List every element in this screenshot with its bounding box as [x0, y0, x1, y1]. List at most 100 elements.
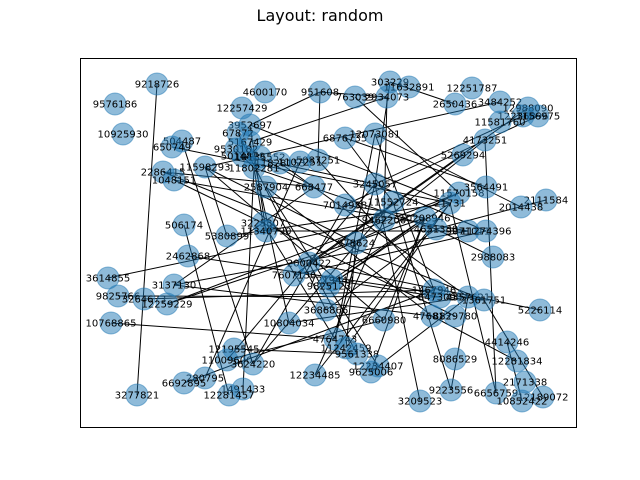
- node-label: 1107251: [278, 158, 323, 169]
- node-label: 12281834: [492, 357, 543, 368]
- node-label: 8473090: [418, 293, 463, 304]
- node-label: 3952697: [228, 121, 273, 132]
- graph-node: 11828153: [255, 151, 305, 175]
- graph-node: 12073081: [350, 122, 401, 146]
- node-label: 1048151: [152, 176, 197, 187]
- node-circle: [443, 92, 467, 116]
- edge: [331, 217, 426, 281]
- node-label: 11570158: [434, 189, 485, 200]
- graph-node: 6656759: [474, 381, 518, 405]
- edge: [249, 91, 321, 126]
- edge: [374, 133, 522, 208]
- graph-node: 10925930: [98, 122, 149, 146]
- node-label: 4414246: [485, 338, 530, 349]
- node-label: 506174: [165, 221, 203, 232]
- node-label: 5226114: [518, 306, 563, 317]
- graph-node: 3277821: [115, 383, 159, 407]
- node-label: 2988083: [471, 253, 516, 264]
- node-label: 9071011: [446, 227, 491, 238]
- node-circle: [303, 363, 327, 387]
- graph-node: 506174: [165, 213, 203, 237]
- edge: [314, 219, 385, 376]
- node-label: 4651330: [414, 225, 459, 236]
- node-label: 12251787: [447, 84, 498, 95]
- node-circle: [397, 75, 421, 99]
- node-label: 763039: [336, 93, 374, 104]
- graph-node: 9462200: [362, 208, 406, 232]
- graph-node: 12251787: [447, 76, 498, 100]
- graph-node: 12259229: [142, 292, 192, 316]
- graph-node: 9223556: [429, 378, 474, 402]
- node-label: 7607136: [272, 271, 317, 282]
- node-circle: [345, 342, 369, 366]
- edge: [431, 315, 518, 362]
- node-label: 12234485: [290, 371, 341, 382]
- node-label: 4357621: [446, 293, 491, 304]
- node-circle: [160, 135, 184, 159]
- graph-node: 9825123: [307, 274, 351, 298]
- graph-node: 7014958: [323, 193, 367, 217]
- node-circle: [155, 292, 179, 316]
- graph-node: 5226114: [518, 298, 563, 322]
- node-label: 10208946: [400, 214, 451, 225]
- graph-node: 3564491: [464, 175, 508, 199]
- graph-node: 476813: [413, 304, 451, 328]
- node-label: 11274396: [461, 227, 512, 238]
- node-label: 10804034: [264, 319, 315, 330]
- node-circle: [509, 195, 533, 219]
- node-circle: [308, 80, 332, 104]
- graph-node: 3245057: [353, 172, 398, 196]
- edge: [374, 133, 435, 291]
- node-circle: [372, 208, 396, 232]
- edge: [166, 217, 426, 305]
- graph-node: 650749: [153, 135, 191, 159]
- node-label: 11802281: [229, 164, 280, 175]
- node-circle: [288, 150, 312, 174]
- graph-node: 10804034: [264, 311, 315, 335]
- node-label: 2014438: [499, 203, 544, 214]
- node-label: 5380899: [205, 232, 250, 243]
- graph-node: 9561338: [335, 342, 379, 366]
- node-label: 3484252: [478, 98, 523, 109]
- node-label: 12073081: [350, 130, 401, 141]
- graph-node: 5380899: [205, 224, 250, 248]
- node-label: 668477: [295, 183, 333, 194]
- graph-node: 11581760: [475, 110, 525, 134]
- node-label: 2587904: [244, 183, 289, 194]
- graph-node: 1156975: [516, 104, 560, 128]
- graph-node: 12281457: [204, 383, 254, 407]
- graph-node: 21731: [434, 191, 466, 215]
- node-circle: [344, 231, 368, 255]
- node-label: 6876735: [323, 134, 368, 145]
- graph-node: 5269294: [441, 143, 485, 167]
- node-label: 12257429: [217, 104, 268, 115]
- graph-node: 9825766: [96, 284, 140, 308]
- node-circle: [254, 175, 278, 199]
- node-circle: [460, 76, 484, 100]
- node-circle: [111, 122, 135, 146]
- node-label: 11552724: [368, 198, 419, 209]
- node-label: 2934073: [365, 93, 410, 104]
- graph-node: 978624: [337, 231, 375, 255]
- node-label: 1361751: [462, 296, 507, 307]
- node-label: 9223556: [429, 386, 474, 397]
- graph-node: 951608: [301, 80, 339, 104]
- node-label: 3245057: [353, 180, 398, 191]
- graph-node: 7607136: [272, 263, 317, 287]
- node-label: 67872: [222, 129, 254, 140]
- node-label: 3624220: [231, 360, 276, 371]
- node-label: 280795: [186, 374, 224, 385]
- node-label: 10925930: [98, 130, 149, 141]
- node-circle: [510, 389, 534, 413]
- node-label: 2650436: [433, 100, 478, 111]
- graph-node: 6692895: [162, 371, 206, 395]
- node-label: 12236896: [498, 112, 549, 123]
- graph-node: 763039: [336, 85, 374, 109]
- node-circle: [172, 213, 196, 237]
- node-circle: [363, 122, 387, 146]
- node-circle: [343, 85, 367, 109]
- graph-node: 2014438: [499, 195, 544, 219]
- node-label: 2111584: [524, 196, 569, 207]
- node-circle: [439, 378, 463, 402]
- graph-node: 11632891: [384, 75, 434, 99]
